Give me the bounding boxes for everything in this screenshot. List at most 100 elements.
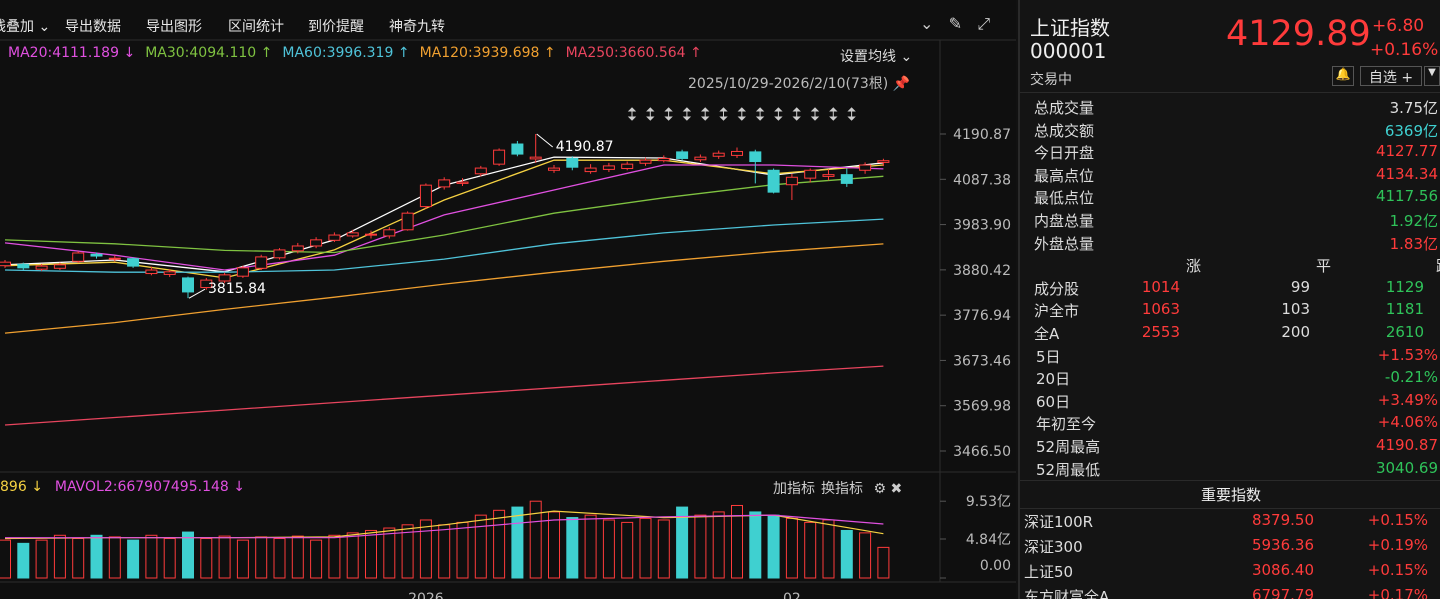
ma-legend-name: MA250:3660.564 <box>565 45 686 61</box>
volume-legend-arrow: ↓ <box>31 479 43 495</box>
volume-legend-arrow: ↓ <box>233 479 245 495</box>
x-tick-label: 02 <box>783 591 801 599</box>
toolbar-item[interactable]: 区间统计 <box>228 19 284 35</box>
candle-body <box>200 279 213 289</box>
index-value: 3086.40 <box>1251 561 1314 579</box>
annotation-label: 3815.84 <box>208 281 266 297</box>
candle-body <box>17 263 30 269</box>
candle-body <box>419 184 432 208</box>
return-label: 5日 <box>1036 347 1061 366</box>
y-tick-label: 0.00 <box>980 558 1011 574</box>
candle-body <box>584 167 597 173</box>
return-row: 52周最低 3040.69 <box>1034 459 1438 481</box>
indicator-tool[interactable]: 加指标 <box>773 481 815 497</box>
breadth-cell: 2553 <box>1141 323 1180 341</box>
candle-body <box>657 157 670 162</box>
ma-line <box>4 175 884 254</box>
toolbar-item[interactable]: 到价提醒 <box>308 19 364 35</box>
mavol-line <box>5 514 884 539</box>
y-tick-label: 3776.94 <box>953 308 1011 324</box>
breadth-cell: 103 <box>1281 300 1310 319</box>
candle-body <box>273 249 286 259</box>
volume-bar <box>200 538 213 579</box>
index-change: +0.15% <box>1367 561 1428 579</box>
ma-legend-name: MA30:4094.110 <box>145 45 257 61</box>
marker-icon <box>792 107 801 121</box>
alert-button[interactable]: 🔔 <box>1332 66 1354 86</box>
breadth-header-cell: 涨 <box>1186 257 1202 276</box>
candle-body <box>602 165 615 170</box>
index-code: 000001 <box>1030 39 1107 63</box>
chart: 4190.87 4087.38 3983.90 3880.42 3776.94 3673.… <box>0 39 1016 599</box>
volume-bar <box>255 536 268 579</box>
breadth-row: 成分股 1014 99 1129 <box>1034 278 1438 300</box>
candle-body <box>712 152 725 157</box>
volume-bar <box>291 535 304 579</box>
stat-value: 3.75亿 <box>1389 99 1438 117</box>
toolbar-item[interactable]: 神奇九转 <box>389 19 445 35</box>
volume-legend-name: 896 <box>0 479 27 495</box>
candle-body <box>474 167 487 175</box>
y-tick-label: 3466.50 <box>953 444 1011 460</box>
index-name: 上证50 <box>1024 563 1074 581</box>
index-row[interactable]: 深证100R 8379.50 +0.15% <box>1024 511 1438 533</box>
volume-bar <box>53 534 66 579</box>
candle-body <box>383 229 396 237</box>
candle-body <box>548 167 560 171</box>
candle-body <box>145 269 158 275</box>
candle-body <box>365 233 377 236</box>
toolbar-icons[interactable]: ⌄ ✎ ⤢ <box>920 14 991 33</box>
candle-body <box>35 265 48 270</box>
divider <box>1020 92 1440 93</box>
volume-bar <box>310 539 323 579</box>
candle-body <box>182 277 194 293</box>
y-tick-label: 3673.46 <box>953 353 1011 369</box>
stat-value: 6369亿 <box>1384 121 1438 140</box>
ma-legend-arrow: ↑ <box>690 45 702 61</box>
watch-button[interactable]: 自选 + <box>1360 66 1422 86</box>
volume-bar <box>346 532 359 579</box>
indicator-tool[interactable]: 换指标 <box>821 481 863 497</box>
toolbar-item[interactable]: 导出数据 <box>65 19 121 35</box>
index-row[interactable]: 深证300 5936.36 +0.19% <box>1024 536 1438 558</box>
y-tick-label: 4190.87 <box>953 127 1011 143</box>
toolbar-item[interactable]: 线叠加 ⌄ <box>0 19 51 35</box>
return-value: -0.21% <box>1384 368 1438 387</box>
breadth-header-cell: 平 <box>1316 257 1332 276</box>
volume-bar <box>236 539 249 579</box>
candle-body <box>255 256 268 269</box>
stat-value: 1.92亿 <box>1389 212 1438 230</box>
ma-legend-name: MA20:4111.189 <box>8 45 119 61</box>
index-value: 6797.79 <box>1251 586 1314 599</box>
volume-bar <box>218 535 231 579</box>
toolbar-item[interactable]: 导出图形 <box>146 19 202 35</box>
return-row: 5日 +1.53% <box>1034 346 1438 368</box>
volume-bar <box>456 521 469 579</box>
stat-label: 总成交量 <box>1034 99 1095 117</box>
ma-legend: MA20:4111.189 ↓ MA30:4094.110 ↑ MA60:3996.… <box>8 45 702 61</box>
breadth-cell: 1063 <box>1141 300 1180 319</box>
index-row[interactable]: 东方财富全A 6797.79 +0.17% <box>1024 586 1438 599</box>
volume-bar <box>493 509 506 579</box>
index-name: 上证指数 <box>1030 16 1110 40</box>
ma-settings[interactable]: 设置均线 ⌄ <box>840 49 913 65</box>
y-tick-label: 4087.38 <box>953 172 1011 188</box>
index-row[interactable]: 上证50 3086.40 +0.15% <box>1024 561 1438 583</box>
candle-body <box>310 239 323 247</box>
index-value: 5936.36 <box>1251 536 1314 554</box>
volume-bar <box>785 517 798 579</box>
ma-legend-arrow: ↑ <box>397 45 410 61</box>
price: 4129.89 <box>1226 14 1371 54</box>
volume-bar <box>35 539 48 579</box>
volume-bar <box>639 517 652 579</box>
volume-bar <box>72 538 85 579</box>
ma-legend-arrow: ↑ <box>260 45 273 61</box>
candle-body <box>566 157 579 168</box>
candle-body <box>639 159 652 164</box>
watch-menu[interactable]: ▼ <box>1424 66 1440 86</box>
candle-body <box>749 151 762 163</box>
stat-row: 内盘总量 1.92亿 <box>1034 210 1438 232</box>
volume-bar <box>877 546 890 579</box>
ma-settings-label[interactable]: 设置均线 <box>840 49 896 65</box>
